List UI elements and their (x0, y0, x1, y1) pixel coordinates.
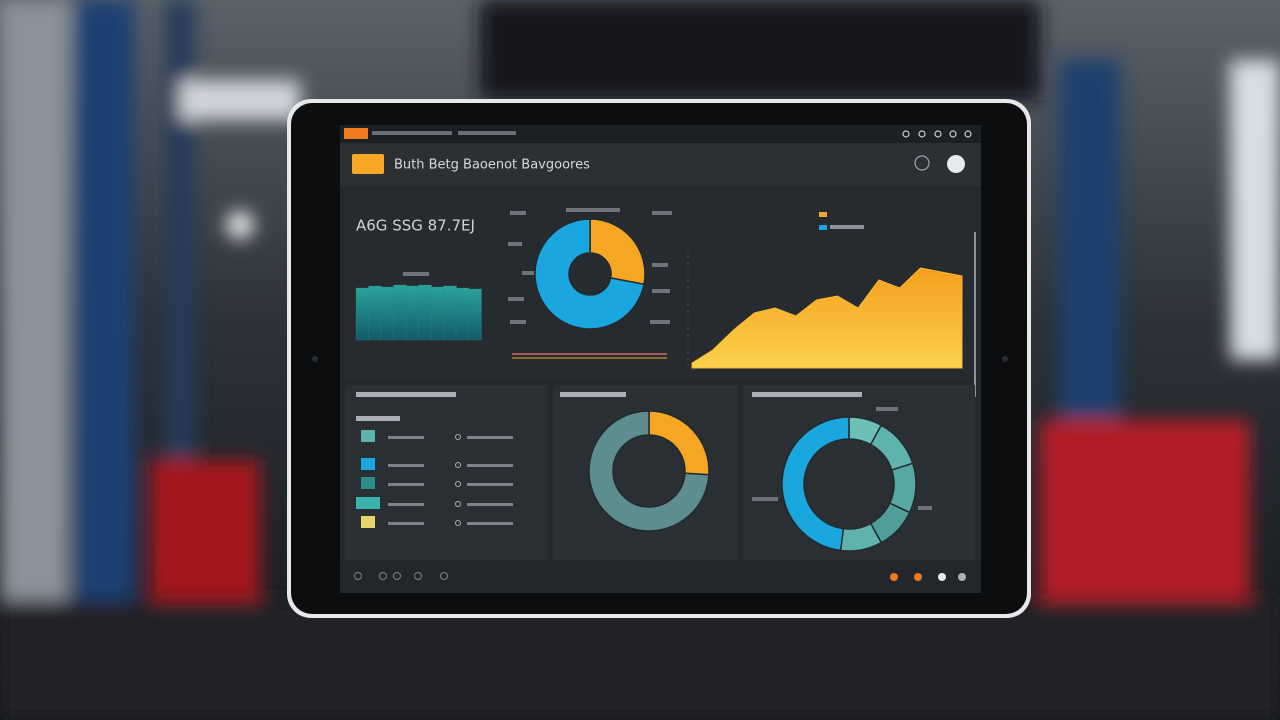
app-title: Buth Betg Baoenot Bavgoores (394, 158, 590, 173)
status-icon (964, 130, 972, 138)
small-label (652, 211, 672, 215)
footer-icon[interactable] (958, 573, 966, 581)
small-label (508, 297, 524, 301)
background-shape (150, 460, 260, 620)
panel-title (752, 392, 862, 397)
bar (418, 284, 432, 341)
bar (430, 286, 445, 341)
list-icon (356, 497, 380, 509)
list-text (388, 436, 424, 439)
list-text (467, 436, 513, 439)
status-icon (934, 130, 942, 138)
list-bullet (455, 520, 461, 526)
header-icon[interactable] (914, 155, 930, 171)
donut-segment (781, 416, 850, 552)
footer-icon[interactable] (440, 572, 448, 580)
list-bullet (455, 462, 461, 468)
panel-title (356, 392, 456, 397)
list-bullet (455, 481, 461, 487)
home-dot (312, 356, 318, 362)
list-bullet (455, 501, 461, 507)
camera (1002, 356, 1008, 362)
list-icon (361, 477, 375, 489)
list-text (467, 522, 513, 525)
footer-icon[interactable] (393, 572, 401, 580)
background-shape (480, 0, 1040, 100)
status-logo (344, 128, 368, 139)
bar (455, 287, 470, 341)
small-label (510, 320, 526, 324)
footer-icon[interactable] (914, 573, 922, 581)
list-icon (361, 516, 375, 528)
legend-swatch (819, 225, 827, 230)
app-header (340, 143, 981, 186)
bar (355, 287, 370, 341)
donut-segment (588, 410, 710, 532)
bar (393, 284, 407, 341)
footer-icon[interactable] (938, 573, 946, 581)
background-shape (180, 80, 300, 120)
bar (380, 286, 395, 341)
small-label (566, 208, 620, 212)
donut-segment (534, 218, 645, 330)
footer (340, 562, 981, 592)
list-text (388, 483, 424, 486)
list-text (467, 464, 513, 467)
footer-icon[interactable] (414, 572, 422, 580)
list-text (467, 483, 513, 486)
bar (368, 285, 382, 341)
avatar[interactable] (947, 155, 965, 173)
small-label (876, 407, 898, 411)
small-label (918, 506, 932, 510)
small-label (510, 211, 526, 215)
list-bullet (455, 434, 461, 440)
kpi-text: A6G SSG 87.7EJ (356, 217, 475, 235)
legend-swatch (819, 212, 827, 217)
panel-title (560, 392, 626, 397)
status-bar (340, 125, 981, 143)
small-label (652, 263, 668, 267)
scrollbar (974, 232, 976, 397)
small-label (752, 497, 778, 501)
panel-title (356, 416, 400, 421)
list-text (388, 503, 424, 506)
status-text (372, 131, 452, 135)
panel (345, 385, 548, 560)
legend-text (830, 225, 864, 229)
small-label (522, 271, 534, 275)
footer-icon[interactable] (354, 572, 362, 580)
donut-segment (589, 218, 646, 286)
footer-icon[interactable] (890, 573, 898, 581)
status-text (458, 131, 516, 135)
footer-icon[interactable] (379, 572, 387, 580)
background-light (226, 211, 254, 239)
background-shape (0, 600, 1280, 720)
list-icon (361, 430, 375, 442)
status-icon (949, 130, 957, 138)
bar (405, 285, 420, 341)
list-icon (361, 458, 375, 470)
background-shape (1230, 60, 1280, 360)
list-text (467, 503, 513, 506)
list-text (388, 464, 424, 467)
status-icon (902, 130, 910, 138)
small-label (652, 289, 670, 293)
bar (468, 288, 482, 341)
app-logo (352, 154, 384, 174)
list-text (388, 522, 424, 525)
small-label (650, 320, 670, 324)
small-label (508, 242, 522, 246)
bar (443, 285, 457, 341)
area (691, 267, 963, 369)
small-label (403, 272, 429, 276)
status-icon (918, 130, 926, 138)
